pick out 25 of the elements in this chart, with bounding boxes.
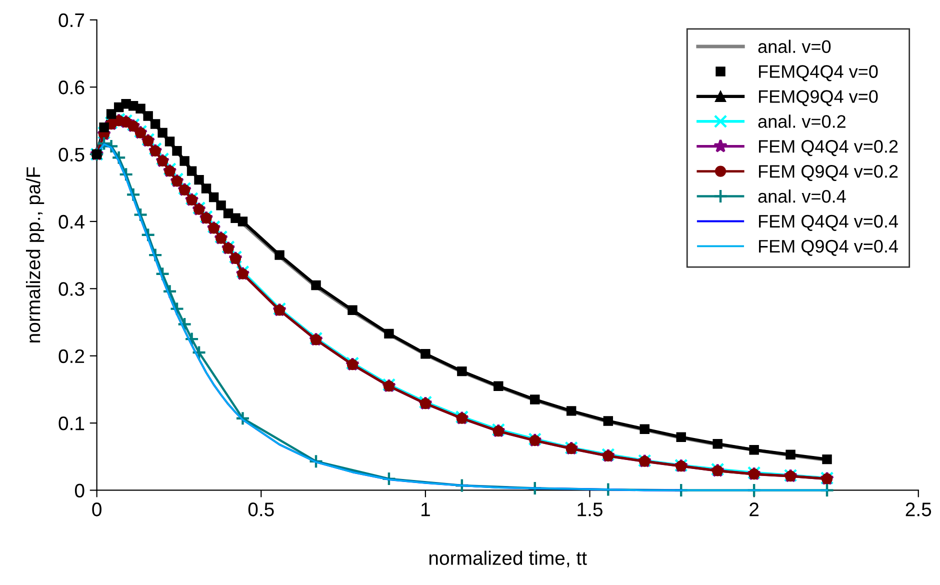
y-tick-label: 0.6 [58, 80, 84, 94]
x-tick-label: 1 [422, 502, 430, 516]
x-axis-title: normalized time, tt [429, 550, 587, 568]
x-tick-label: 2 [750, 502, 758, 516]
y-tick-label: 0.1 [58, 416, 84, 430]
y-tick-label: 0.2 [58, 349, 84, 364]
x-tick-label: 2.5 [906, 502, 932, 516]
x-tick-label: 1.5 [578, 502, 602, 516]
x-tick-label: 0.5 [248, 502, 274, 516]
y-axis-title: normalized pp., pa/F [26, 167, 44, 342]
x-tick-label: 0 [92, 502, 102, 516]
y-tick-label: 0.7 [58, 13, 84, 28]
legend-label: FEMQ4Q4 v=0 [759, 65, 878, 82]
legend-label: FEM Q9Q4 v=0.4 [759, 240, 898, 256]
y-tick-label: 0.4 [58, 214, 84, 229]
y-tick-label: 0.3 [58, 282, 84, 296]
legend-label: FEM Q4Q4 v=0.2 [759, 140, 898, 156]
legend-label: anal. v=0.2 [758, 114, 846, 128]
y-tick-label: 0 [74, 484, 84, 498]
legend-label: FEM Q4Q4 v=0.4 [759, 214, 898, 231]
legend-label: FEM Q9Q4 v=0.2 [759, 165, 898, 182]
legend-label: anal. v=0 [758, 40, 831, 54]
legend-label: FEMQ9Q4 v=0 [759, 90, 878, 106]
y-tick-label: 0.5 [58, 148, 84, 162]
legend-label: anal. v=0.4 [758, 189, 846, 203]
